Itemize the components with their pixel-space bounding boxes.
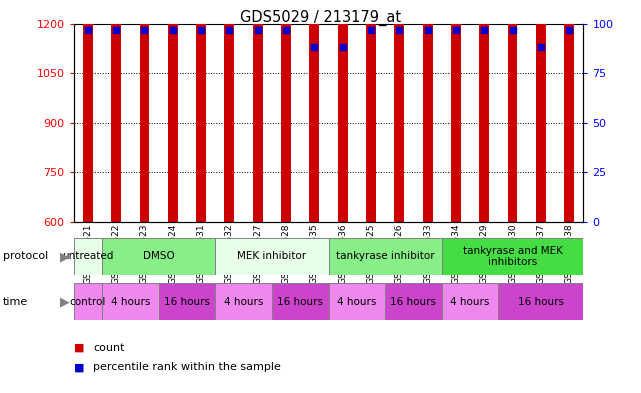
Text: 16 hours: 16 hours (390, 297, 437, 307)
Bar (74, 283, 102, 320)
Point (366, 26, 376, 33)
Bar (499, 283, 583, 320)
Text: count: count (93, 343, 124, 353)
Text: time: time (3, 297, 28, 307)
Bar (281, 0, 291, 222)
Bar (422, 0, 433, 222)
Text: 4 hours: 4 hours (337, 297, 376, 307)
Point (338, 44, 348, 51)
Bar (224, 0, 235, 222)
Bar (112, 0, 121, 222)
Bar (442, 283, 499, 320)
Point (508, 26, 518, 33)
Point (168, 26, 178, 33)
Text: untreated: untreated (62, 252, 113, 261)
Text: ▶: ▶ (60, 250, 69, 263)
Bar (366, 0, 376, 222)
Bar (215, 283, 272, 320)
Text: GDS5029 / 213179_at: GDS5029 / 213179_at (240, 10, 401, 26)
Text: 16 hours: 16 hours (277, 297, 323, 307)
Bar (83, 0, 93, 222)
Text: control: control (70, 297, 106, 307)
Bar (196, 0, 206, 222)
Bar (338, 0, 347, 222)
Bar (140, 0, 149, 222)
Point (111, 26, 121, 33)
Point (536, 44, 546, 51)
Bar (102, 238, 215, 275)
Text: 4 hours: 4 hours (224, 297, 263, 307)
Bar (168, 0, 178, 222)
Point (564, 26, 574, 33)
Bar (564, 0, 574, 222)
Text: 4 hours: 4 hours (111, 297, 150, 307)
Point (83, 26, 93, 33)
Text: ■: ■ (74, 343, 84, 353)
Point (394, 26, 404, 33)
Point (196, 26, 206, 33)
Bar (385, 283, 442, 320)
Point (422, 26, 433, 33)
Text: DMSO: DMSO (143, 252, 174, 261)
Point (224, 26, 235, 33)
Text: 16 hours: 16 hours (518, 297, 564, 307)
Text: ■: ■ (74, 362, 84, 373)
Bar (215, 238, 329, 275)
Point (451, 26, 461, 33)
Bar (310, 8, 319, 222)
Point (139, 26, 149, 33)
Text: percentile rank within the sample: percentile rank within the sample (93, 362, 281, 373)
Bar (272, 283, 329, 320)
Point (253, 26, 263, 33)
Bar (442, 238, 583, 275)
Text: tankyrase inhibitor: tankyrase inhibitor (336, 252, 435, 261)
Text: protocol: protocol (3, 252, 49, 261)
Point (479, 26, 489, 33)
Bar (329, 238, 442, 275)
Bar (74, 238, 102, 275)
Text: MEK inhibitor: MEK inhibitor (237, 252, 306, 261)
Text: tankyrase and MEK
inhibitors: tankyrase and MEK inhibitors (463, 246, 562, 267)
Bar (329, 283, 385, 320)
Bar (536, 0, 545, 222)
Text: 16 hours: 16 hours (164, 297, 210, 307)
Bar (102, 283, 159, 320)
Bar (394, 0, 404, 222)
Point (309, 44, 319, 51)
Text: ▶: ▶ (60, 295, 69, 308)
Text: 4 hours: 4 hours (451, 297, 490, 307)
Bar (479, 0, 489, 222)
Point (281, 26, 291, 33)
Bar (253, 0, 263, 222)
Bar (451, 0, 461, 222)
Bar (159, 283, 215, 320)
Bar (508, 0, 517, 222)
